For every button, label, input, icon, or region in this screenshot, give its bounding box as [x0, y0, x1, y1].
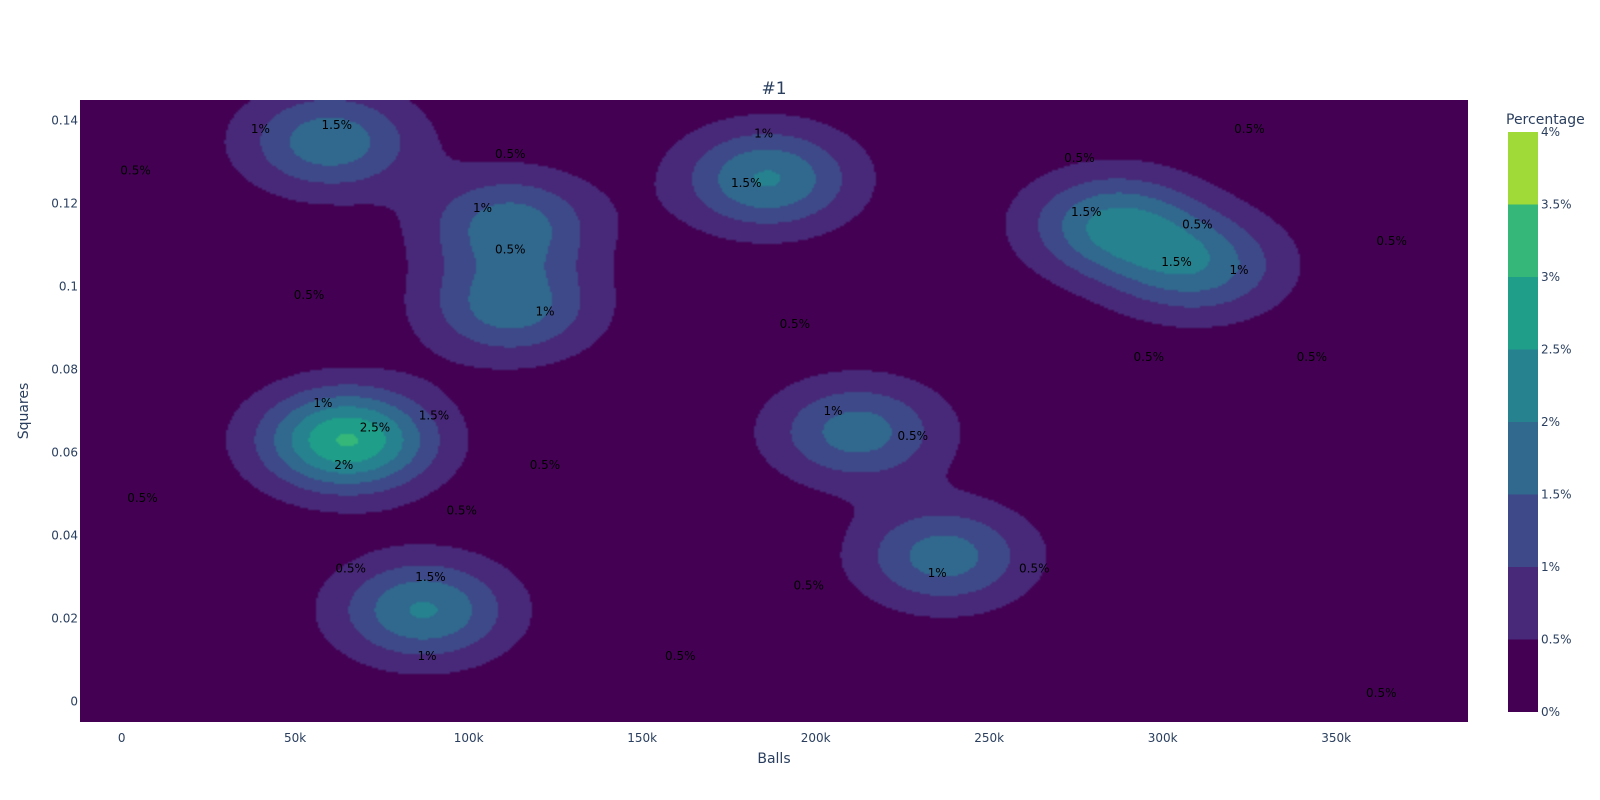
x-tick-label: 0 — [118, 731, 126, 745]
contour-label: 0.5% — [335, 562, 366, 576]
contour-label: 0.5% — [530, 458, 561, 472]
contour-label: 0.5% — [793, 578, 824, 592]
contour-label: 1.5% — [322, 118, 353, 132]
colorbar: Percentage 0% 0.5% 1% 1.5% 2% 2.5% 3% 3.5% 4% — [1506, 112, 1585, 719]
colorbar-tick-label: 2.5% — [1541, 343, 1572, 357]
contour-label: 0.5% — [446, 504, 477, 518]
contour-label: 1% — [313, 396, 332, 410]
x-tick-label: 300k — [1148, 731, 1178, 745]
colorbar-band — [1508, 494, 1538, 567]
contour-label: 0.5% — [780, 317, 811, 331]
contour-label: 1.5% — [1071, 205, 1102, 219]
contour-label: 0.5% — [1376, 234, 1407, 248]
chart-title: #1 — [761, 79, 786, 99]
y-tick-label: 0 — [70, 694, 78, 708]
contour-label: 1% — [251, 122, 270, 136]
colorbar-band — [1508, 349, 1538, 422]
contour-label: 2.5% — [360, 421, 391, 435]
contour-labels: 1% 1.5% 0.5% 0.5% 1% 0.5% 0.5% 1% 1% 1.5% 0.5% 0.5%… — [120, 118, 1407, 700]
plot-area: 1% 1.5% 0.5% 0.5% 1% 0.5% 0.5% 1% 1% 1.5% 0.5% 0.5%… — [80, 100, 1468, 722]
colorbar-band — [1508, 277, 1538, 350]
contour-heatmap — [80, 100, 1468, 722]
contour-label: 1.5% — [731, 176, 762, 190]
colorbar-band — [1508, 639, 1538, 712]
contour-label: 0.5% — [1134, 350, 1165, 364]
contour-label: 0.5% — [120, 164, 151, 178]
x-tick-label: 50k — [284, 731, 306, 745]
y-axis-label: Squares — [16, 383, 32, 440]
colorbar-tick-label: 0% — [1541, 705, 1560, 719]
colorbar-band — [1508, 567, 1538, 640]
contour-label: 0.5% — [1182, 218, 1213, 232]
colorbar-tick-label: 4% — [1541, 125, 1560, 139]
contour-label: 0.5% — [1019, 562, 1050, 576]
contour-label: 0.5% — [1366, 686, 1397, 700]
contour-label: 1.5% — [1161, 255, 1192, 269]
contour-label: 1.5% — [415, 570, 446, 584]
contour-label: 1.5% — [419, 408, 450, 422]
x-tick-label: 200k — [801, 731, 831, 745]
y-tick-label: 0.04 — [51, 528, 78, 542]
contour-label: 1% — [928, 566, 947, 580]
colorbar-band — [1508, 132, 1538, 205]
y-tick-label: 0.02 — [51, 611, 78, 625]
contour-label: 1% — [417, 649, 436, 663]
contour-label: 0.5% — [898, 429, 929, 443]
contour-label: 0.5% — [665, 649, 696, 663]
x-axis-ticks: 0 50k 100k 150k 200k 250k 300k 350k — [118, 731, 1351, 745]
y-tick-label: 0.06 — [51, 445, 78, 459]
y-tick-label: 0.1 — [59, 280, 78, 294]
contour-label: 0.5% — [127, 491, 158, 505]
contour-label: 0.5% — [1297, 350, 1328, 364]
y-tick-label: 0.08 — [51, 363, 78, 377]
colorbar-tick-label: 2% — [1541, 415, 1560, 429]
y-tick-label: 0.12 — [51, 197, 78, 211]
contour-label: 0.5% — [294, 288, 325, 302]
contour-label: 0.5% — [495, 147, 526, 161]
contour-label: 0.5% — [1064, 151, 1095, 165]
colorbar-title: Percentage — [1506, 112, 1585, 128]
contour-label: 0.5% — [495, 242, 526, 256]
colorbar-tick-label: 0.5% — [1541, 633, 1572, 647]
contour-label: 0.5% — [1234, 122, 1265, 136]
colorbar-band — [1508, 422, 1538, 495]
x-tick-label: 150k — [627, 731, 657, 745]
contour-label: 1% — [535, 305, 554, 319]
colorbar-tick-label: 3% — [1541, 270, 1560, 284]
contour-label: 1% — [473, 201, 492, 215]
y-axis-ticks: 0 0.02 0.04 0.06 0.08 0.1 0.12 0.14 — [51, 114, 78, 709]
y-tick-label: 0.14 — [51, 114, 78, 128]
colorbar-tick-label: 3.5% — [1541, 198, 1572, 212]
contour-label: 1% — [754, 126, 773, 140]
contour-label: 1% — [823, 404, 842, 418]
x-axis-label: Balls — [757, 751, 790, 767]
x-tick-label: 100k — [454, 731, 484, 745]
colorbar-band — [1508, 204, 1538, 277]
x-tick-label: 350k — [1321, 731, 1351, 745]
contour-label: 2% — [334, 458, 353, 472]
colorbar-tick-label: 1.5% — [1541, 488, 1572, 502]
contour-label: 1% — [1229, 263, 1248, 277]
x-tick-label: 250k — [974, 731, 1004, 745]
colorbar-tick-label: 1% — [1541, 560, 1560, 574]
